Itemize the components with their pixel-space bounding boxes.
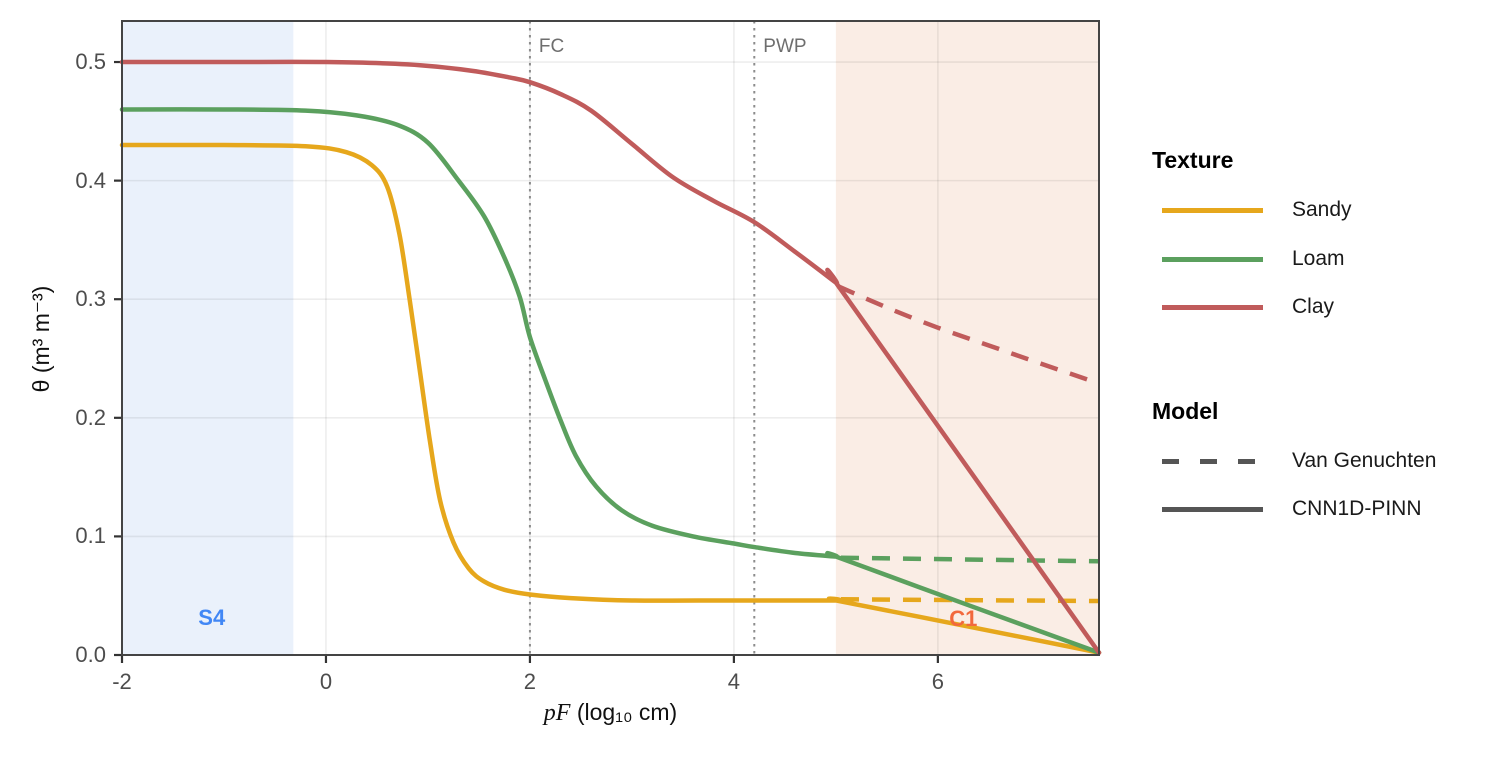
series-loam-van-genuchten-line (840, 555, 1100, 564)
y-tick-label: 0.4 (75, 167, 106, 193)
y-tick-label: 0.2 (75, 404, 106, 430)
legend-swatch-sandy (1162, 207, 1263, 213)
series-clay-cnn1d-pinn-line (119, 59, 1102, 655)
legend-label-van-genuchten: Van Genuchten (1292, 449, 1437, 472)
x-axis-title: pF (log₁₀ cm) (122, 699, 1099, 727)
legend-swatch-loam (1162, 256, 1263, 262)
series-clay-van-genuchten-line (837, 284, 1100, 386)
legend-label-loam: Loam (1292, 247, 1345, 270)
legend-item-clay: Clay (1162, 292, 1334, 322)
y-tick-label: 0.5 (75, 49, 106, 75)
series-loam-cnn1d-pinn-line (119, 107, 1102, 655)
y-tick-label: 0.3 (75, 286, 106, 312)
legend: Texture Sandy Loam Clay Model Van Genuch… (1150, 147, 1495, 567)
region-c1-label: C1 (949, 606, 978, 632)
x-tick-label: 6 (931, 669, 944, 694)
legend-item-cnn1d-pinn: CNN1D-PINN (1162, 494, 1422, 524)
x-tick-label: -2 (112, 669, 132, 694)
pwp-label: PWP (763, 36, 807, 57)
legend-label-sandy: Sandy (1292, 198, 1352, 221)
legend-swatch-clay (1162, 304, 1263, 310)
legend-model-title: Model (1152, 398, 1219, 424)
legend-item-sandy: Sandy (1162, 195, 1352, 225)
legend-swatch-van-genuchten (1162, 458, 1263, 464)
x-tick-label: 0 (319, 669, 333, 694)
legend-label-cnn1d-pinn: CNN1D-PINN (1292, 497, 1422, 520)
y-tick-label: 0.0 (75, 642, 106, 667)
y-tick-label: 0.1 (75, 523, 106, 549)
series-sandy-van-genuchten-line (840, 597, 1100, 604)
region-s4-label: S4 (198, 605, 226, 631)
region-s4-fill (122, 21, 294, 655)
series-sandy-cnn1d-pinn-line (119, 142, 1102, 655)
legend-item-loam: Loam (1162, 244, 1345, 274)
legend-item-van-genuchten: Van Genuchten (1162, 446, 1436, 476)
y-axis-title: θ (m³ m⁻³) (28, 285, 54, 393)
x-axis-title-rest: (log₁₀ cm) (570, 699, 678, 725)
fc-label: FC (538, 36, 565, 57)
x-tick-label: 2 (523, 669, 537, 694)
legend-texture-title: Texture (1152, 147, 1234, 173)
panel-border (121, 20, 1100, 656)
x-tick-label: 4 (727, 669, 741, 694)
legend-label-clay: Clay (1292, 295, 1335, 318)
x-axis-title-italic: pF (543, 700, 571, 726)
legend-swatch-cnn1d-pinn (1162, 506, 1263, 512)
